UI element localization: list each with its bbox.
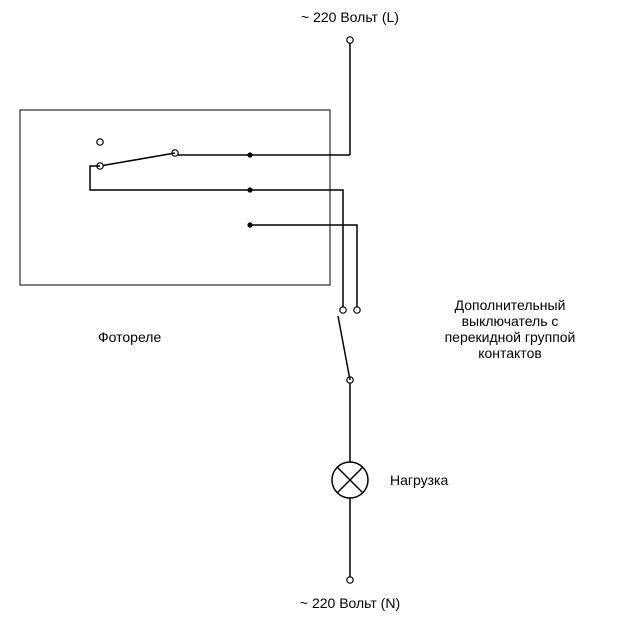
label-top-power: ~ 220 Вольт (L) xyxy=(301,9,399,25)
terminal-bottom xyxy=(347,577,353,583)
label-ext-switch-4: контактов xyxy=(478,345,542,361)
label-bottom-power: ~ 220 Вольт (N) xyxy=(300,595,400,611)
lamp-symbol xyxy=(332,462,368,498)
wiring-diagram: ~ 220 Вольт (L) Дополнительный выключате… xyxy=(0,0,622,630)
wire-j2-out xyxy=(250,190,343,307)
photorelay-box xyxy=(20,110,330,285)
wire-j3-out xyxy=(250,225,357,307)
ext-switch-arm xyxy=(338,316,350,380)
wire-inner-return xyxy=(90,166,250,190)
label-load: Нагрузка xyxy=(390,472,448,488)
label-photorelay: Фотореле xyxy=(98,329,161,345)
inner-contact-arm xyxy=(100,153,175,166)
label-ext-switch-2: выключатель с xyxy=(462,313,559,329)
ext-switch-contact-left xyxy=(340,307,346,313)
inner-contact-nc xyxy=(97,139,103,145)
terminal-top xyxy=(347,37,353,43)
label-ext-switch-1: Дополнительный xyxy=(455,297,566,313)
ext-switch-contact-right xyxy=(354,307,360,313)
label-ext-switch-3: перекидной группой xyxy=(445,329,576,345)
